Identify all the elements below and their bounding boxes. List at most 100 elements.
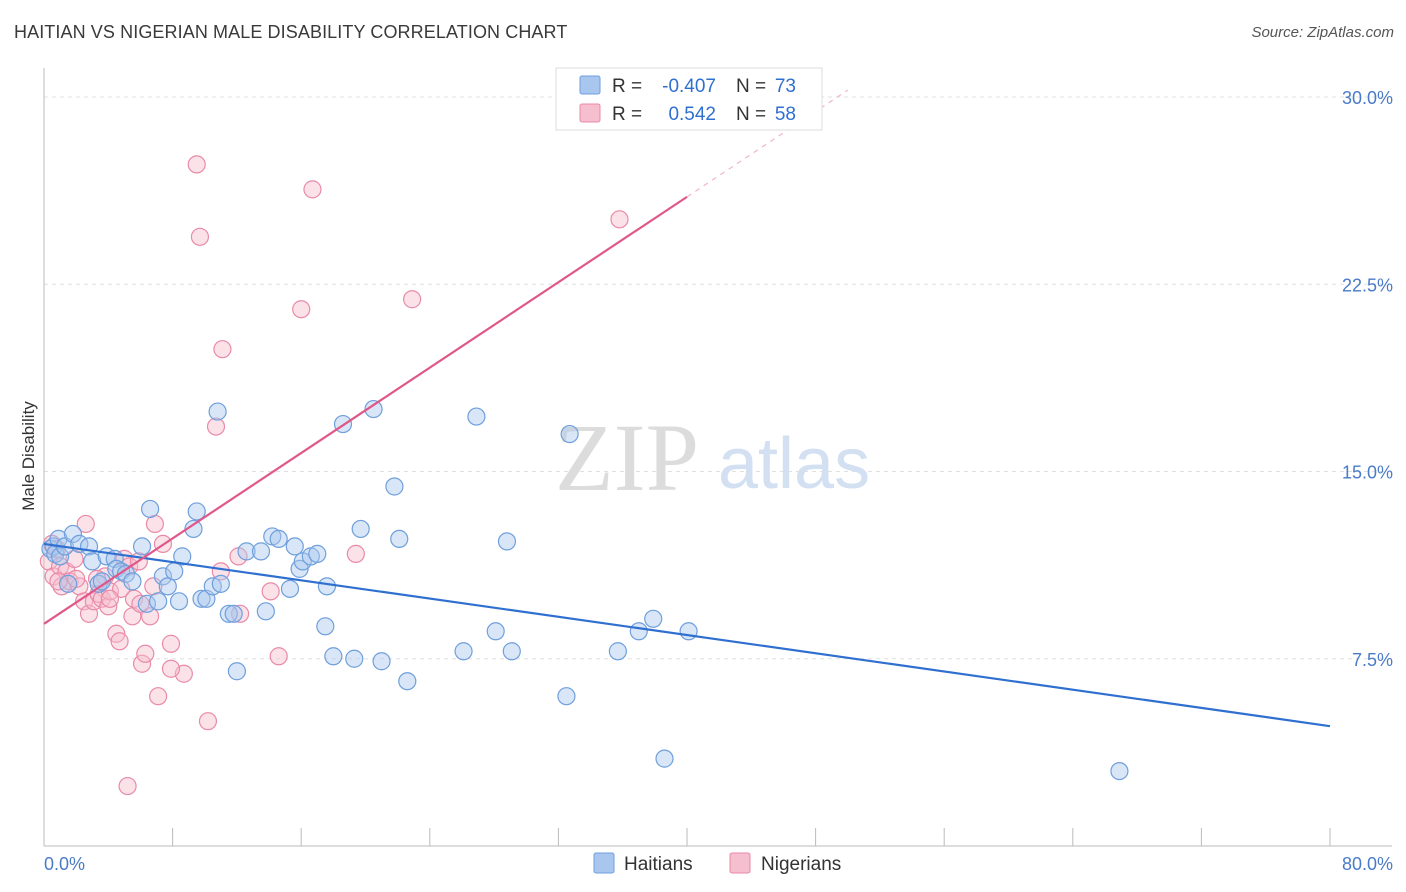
nigerian-point bbox=[100, 589, 120, 608]
haitian-point bbox=[49, 529, 68, 549]
x-tick-label-max: 80.0% bbox=[1342, 854, 1393, 874]
stats-legend: R = -0.407 N = 73 R = 0.542 N = 58 bbox=[555, 67, 823, 131]
haitian-point bbox=[280, 579, 300, 598]
haitian-point bbox=[364, 399, 383, 419]
haitian-point bbox=[467, 407, 486, 426]
nigerian-point bbox=[187, 155, 206, 174]
nigerians-swatch bbox=[579, 103, 601, 123]
haitian-point bbox=[79, 537, 99, 556]
haitian-point bbox=[1110, 761, 1129, 781]
nigerian-point bbox=[190, 227, 210, 246]
haitian-point bbox=[92, 572, 111, 591]
nigerian-point bbox=[403, 290, 422, 309]
haitian-point bbox=[560, 424, 579, 444]
x-tick-label-min: 0.0% bbox=[44, 854, 85, 874]
legend-haitians-label: Haitians bbox=[624, 854, 693, 875]
nigerians-r-value: 0.542 bbox=[668, 104, 716, 125]
y-tick-label: 22.5% bbox=[1342, 275, 1393, 295]
nigerian-point bbox=[211, 562, 230, 581]
haitian-point bbox=[324, 647, 343, 666]
haitian-point bbox=[317, 577, 337, 596]
haitian-point bbox=[256, 602, 275, 621]
haitian-point bbox=[219, 604, 238, 623]
nigerian-point bbox=[346, 544, 365, 563]
legend-nigerians-swatch bbox=[729, 852, 751, 874]
nigerian-point bbox=[99, 597, 118, 616]
y-axis-title: Male Disability bbox=[19, 401, 38, 511]
haitian-point bbox=[63, 524, 83, 544]
haitian-point bbox=[165, 562, 184, 581]
y-tick-label: 30.0% bbox=[1342, 88, 1393, 108]
nigerians-n-value: 58 bbox=[775, 104, 796, 125]
nigerian-point bbox=[161, 659, 181, 678]
nigerian-point bbox=[206, 417, 226, 436]
haitians-n-label: N = bbox=[736, 76, 766, 97]
nigerians-trend-line bbox=[43, 195, 688, 625]
haitian-point bbox=[153, 567, 173, 586]
haitian-point bbox=[140, 499, 160, 519]
haitian-point bbox=[629, 622, 648, 641]
haitian-point bbox=[224, 604, 243, 623]
haitian-point bbox=[123, 572, 142, 591]
haitians-r-label: R = bbox=[612, 76, 642, 97]
haitian-point bbox=[655, 749, 674, 768]
haitians-r-value: -0.407 bbox=[662, 76, 716, 97]
tick-labels: 7.5% 15.0% 22.5% 30.0% 0.0% 80.0% bbox=[44, 88, 1393, 874]
haitian-point bbox=[132, 537, 152, 556]
haitians-n-value: 73 bbox=[775, 76, 796, 97]
y-tick-label: 7.5% bbox=[1352, 650, 1393, 670]
haitian-point bbox=[211, 574, 230, 593]
haitian-point bbox=[192, 589, 211, 608]
haitian-point bbox=[83, 552, 102, 571]
nigerian-point bbox=[261, 582, 280, 601]
haitian-point bbox=[227, 662, 246, 681]
haitian-point bbox=[173, 547, 192, 566]
haitians-swatch bbox=[579, 75, 601, 95]
nigerian-point bbox=[132, 654, 152, 673]
haitian-point bbox=[390, 529, 409, 549]
watermark: ZIP atlas bbox=[555, 404, 870, 511]
haitian-point bbox=[251, 542, 271, 561]
gridlines bbox=[44, 96, 1392, 660]
watermark-atlas: atlas bbox=[718, 424, 870, 504]
nigerian-point bbox=[292, 300, 311, 319]
nigerian-point bbox=[303, 180, 322, 199]
haitian-point bbox=[454, 642, 473, 661]
haitian-point bbox=[608, 642, 627, 661]
nigerians-r-label: R = bbox=[612, 104, 642, 125]
nigerian-point bbox=[198, 712, 218, 731]
haitian-point bbox=[208, 402, 227, 421]
nigerian-point bbox=[161, 634, 181, 653]
axes bbox=[43, 68, 1392, 847]
nigerian-point bbox=[131, 594, 150, 613]
haitian-point bbox=[679, 622, 698, 641]
haitian-point bbox=[187, 502, 206, 521]
nigerian-point bbox=[145, 514, 165, 534]
nigerian-point bbox=[118, 776, 137, 796]
haitians-trend-line bbox=[43, 542, 1331, 728]
haitian-point bbox=[158, 577, 177, 596]
haitian-point bbox=[557, 687, 576, 706]
nigerian-point bbox=[76, 514, 95, 534]
haitian-point bbox=[308, 544, 327, 563]
nigerian-point bbox=[110, 632, 129, 651]
haitian-point bbox=[149, 592, 168, 611]
nigerian-point bbox=[610, 210, 629, 229]
nigerians-n-label: N = bbox=[736, 104, 766, 125]
haitian-point bbox=[385, 477, 404, 496]
haitian-point bbox=[137, 594, 156, 613]
series-legend: Haitians Nigerians bbox=[593, 852, 841, 875]
nigerian-point bbox=[136, 644, 155, 663]
y-tick-label: 15.0% bbox=[1342, 463, 1393, 483]
legend-haitians-swatch bbox=[593, 852, 615, 874]
haitian-point bbox=[644, 609, 663, 628]
nigerian-point bbox=[213, 340, 232, 359]
haitian-point bbox=[89, 574, 108, 593]
haitian-point bbox=[50, 547, 70, 566]
haitian-point bbox=[345, 649, 364, 668]
haitian-point bbox=[169, 592, 189, 611]
haitian-point bbox=[502, 642, 521, 661]
haitian-point bbox=[497, 532, 517, 551]
source-credit: Source: ZipAtlas.com bbox=[1251, 24, 1394, 41]
